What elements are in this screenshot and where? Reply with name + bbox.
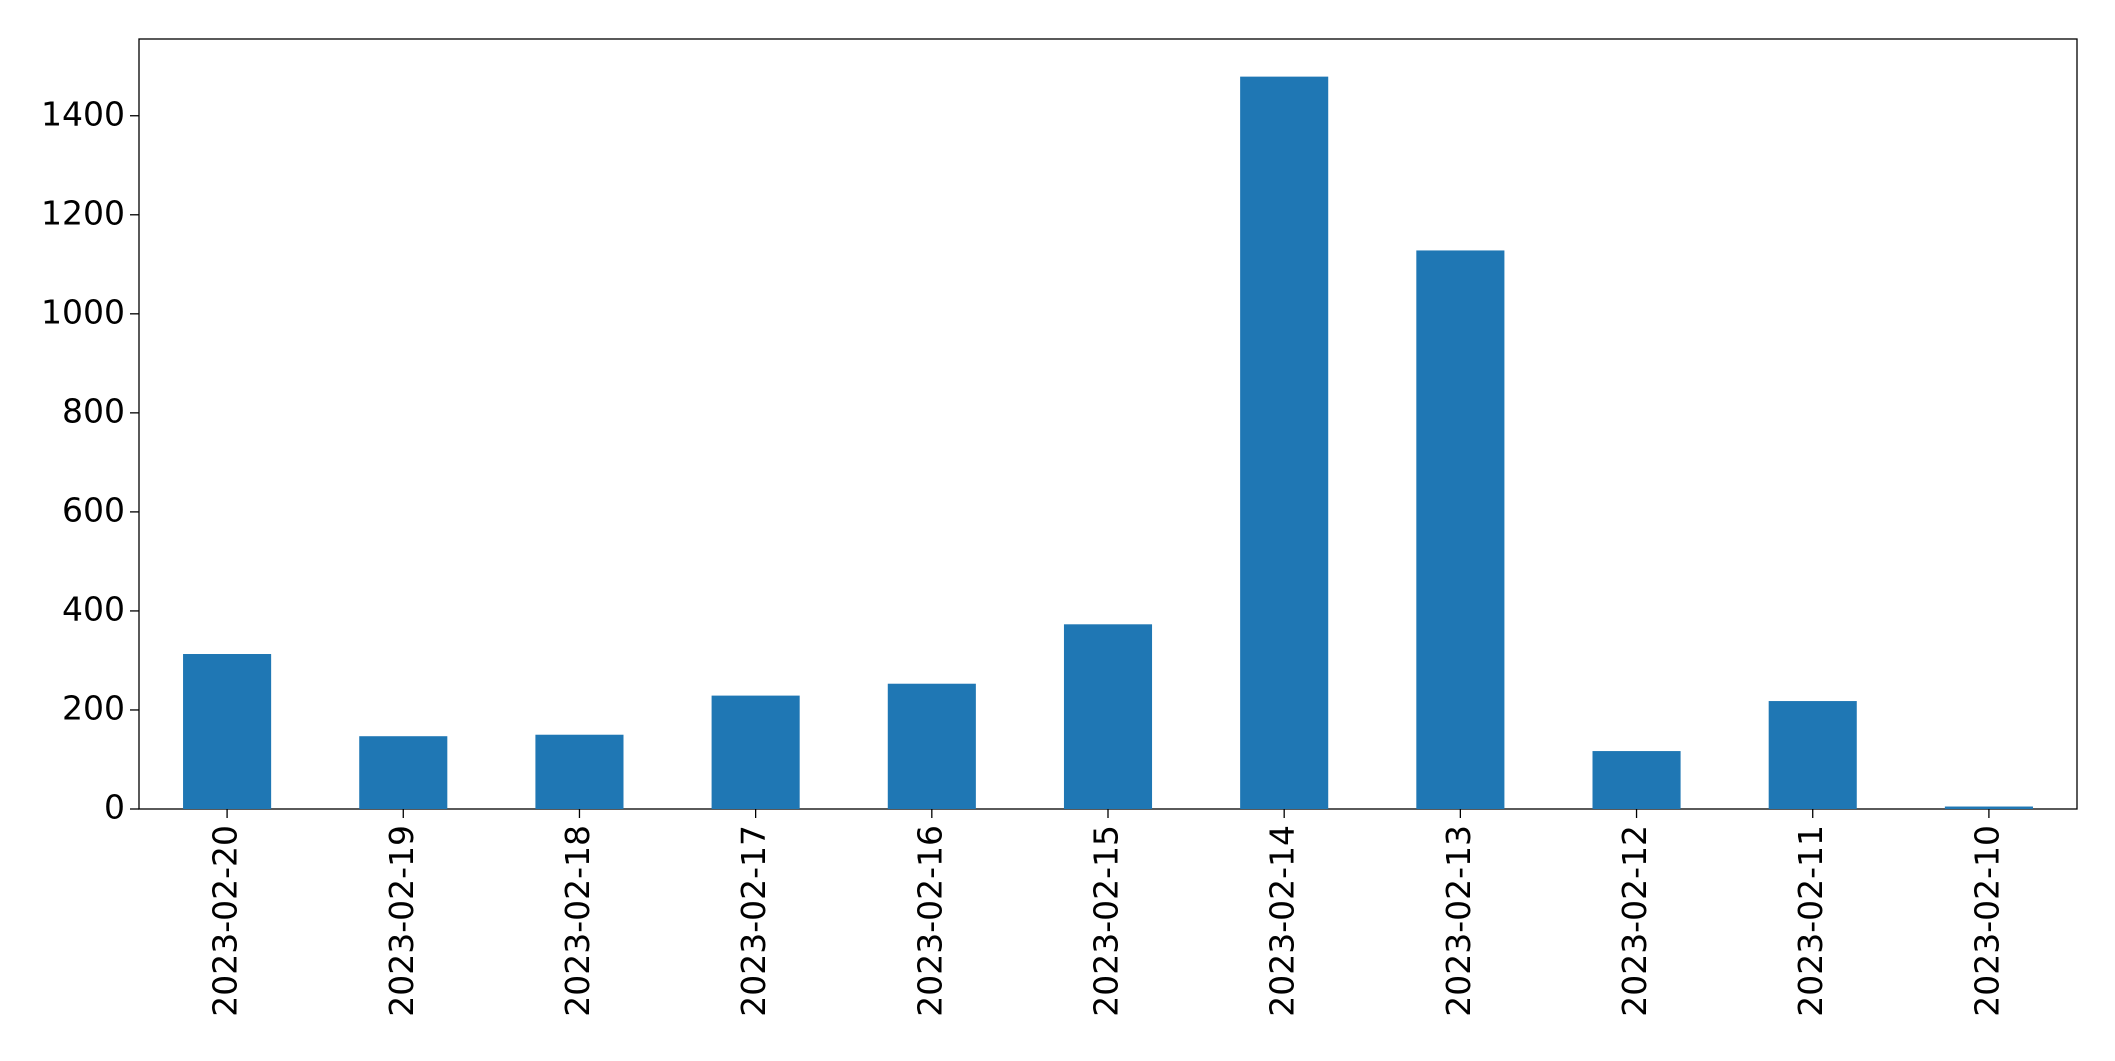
bar — [535, 734, 624, 809]
bar — [1416, 250, 1505, 809]
x-tick-label: 2023-02-13 — [1439, 825, 1478, 1017]
bar — [711, 695, 800, 809]
y-tick-label: 400 — [62, 589, 125, 628]
y-tick-label: 1400 — [41, 94, 125, 133]
x-tick-label: 2023-02-12 — [1615, 825, 1654, 1017]
x-tick-label: 2023-02-17 — [734, 825, 773, 1017]
bar — [1063, 624, 1153, 809]
x-tick-label: 2023-02-15 — [1087, 825, 1126, 1017]
x-tick-label: 2023-02-18 — [558, 825, 597, 1017]
x-tick-label: 2023-02-20 — [206, 825, 245, 1017]
bar — [1944, 806, 2033, 809]
x-tick-label: 2023-02-10 — [1967, 825, 2006, 1017]
y-tick-label: 800 — [62, 391, 125, 430]
x-tick-label: 2023-02-16 — [910, 825, 949, 1017]
x-tick-label: 2023-02-19 — [382, 825, 421, 1017]
y-tick-label: 600 — [62, 490, 125, 529]
bar — [887, 683, 976, 809]
bar — [359, 736, 448, 809]
x-tick-label: 2023-02-14 — [1263, 825, 1302, 1017]
bar — [1592, 751, 1681, 809]
x-tick-label: 2023-02-11 — [1791, 825, 1830, 1017]
bar — [1768, 701, 1857, 809]
bar — [183, 654, 272, 809]
bar — [1240, 76, 1329, 810]
y-tick-label: 1200 — [41, 193, 125, 232]
y-tick-label: 1000 — [41, 292, 125, 331]
y-tick-label: 200 — [62, 688, 125, 727]
y-tick-label: 0 — [104, 788, 125, 827]
